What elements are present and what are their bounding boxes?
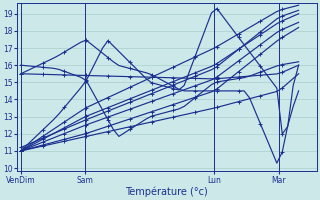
X-axis label: Température (°c): Température (°c) — [125, 186, 208, 197]
